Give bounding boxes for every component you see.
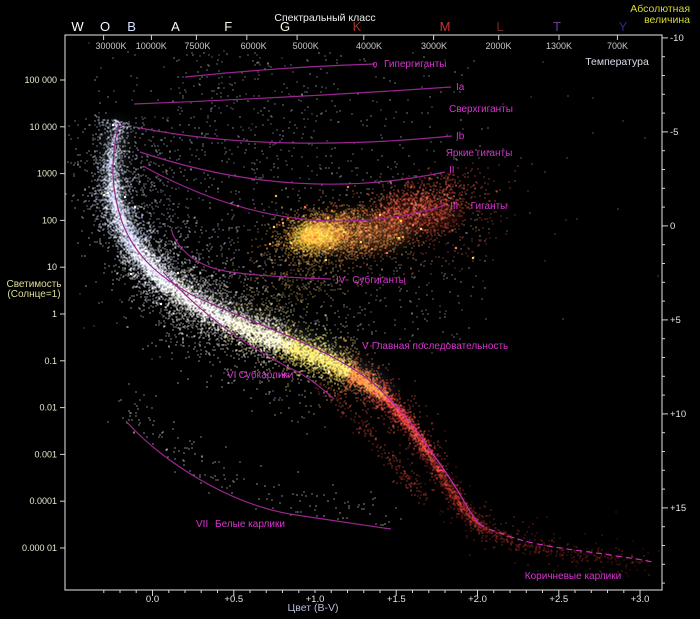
svg-text:1300K: 1300K xyxy=(546,41,572,51)
svg-text:Субкарлики: Субкарлики xyxy=(239,369,294,381)
svg-text:Температура: Температура xyxy=(585,56,649,68)
svg-text:6000K: 6000K xyxy=(241,41,267,51)
svg-text:10000K: 10000K xyxy=(136,41,167,51)
svg-text:4000K: 4000K xyxy=(356,41,382,51)
svg-text:A: A xyxy=(171,19,180,34)
svg-text:Сверхгиганты: Сверхгиганты xyxy=(449,104,513,115)
svg-text:0.1: 0.1 xyxy=(44,356,57,366)
svg-text:L: L xyxy=(496,19,503,34)
svg-text:0.000 01: 0.000 01 xyxy=(22,543,57,553)
svg-text:10: 10 xyxy=(47,262,57,272)
svg-text:100: 100 xyxy=(42,215,57,225)
svg-text:+1.0: +1.0 xyxy=(306,594,325,605)
svg-text:F: F xyxy=(224,19,232,34)
svg-text:1: 1 xyxy=(52,309,57,319)
svg-text:Гипергиганты: Гипергиганты xyxy=(384,59,447,70)
svg-text:10 000: 10 000 xyxy=(29,122,57,132)
svg-text:III: III xyxy=(450,201,458,212)
svg-text:о: о xyxy=(372,59,377,69)
svg-text:+0.5: +0.5 xyxy=(224,594,243,605)
svg-text:B: B xyxy=(127,19,136,34)
svg-text:+2.0: +2.0 xyxy=(468,594,487,605)
svg-text:Цвет (B-V): Цвет (B-V) xyxy=(288,602,339,614)
svg-text:700K: 700K xyxy=(607,41,628,51)
svg-text:T: T xyxy=(553,19,561,34)
svg-text:(Солнце=1): (Солнце=1) xyxy=(7,289,60,300)
svg-text:0.0: 0.0 xyxy=(146,594,159,605)
svg-text:-10: -10 xyxy=(670,33,684,44)
svg-text:0.01: 0.01 xyxy=(39,403,57,413)
svg-text:+10: +10 xyxy=(670,409,686,420)
svg-text:-5: -5 xyxy=(670,127,678,138)
svg-text:Y: Y xyxy=(619,19,628,34)
svg-text:1000: 1000 xyxy=(37,169,57,179)
svg-text:3000K: 3000K xyxy=(421,41,447,51)
svg-text:+2.5: +2.5 xyxy=(549,594,568,605)
svg-text:W: W xyxy=(71,19,84,34)
svg-text:IV: IV xyxy=(336,275,346,286)
svg-text:Коричневые карлики: Коричневые карлики xyxy=(525,571,621,582)
svg-text:Яркие гиганты: Яркие гиганты xyxy=(446,148,513,159)
svg-text:величина: величина xyxy=(644,14,690,26)
svg-text:0.0001: 0.0001 xyxy=(29,496,57,506)
svg-text:5000K: 5000K xyxy=(293,41,319,51)
svg-text:30000K: 30000K xyxy=(95,41,126,51)
svg-text:Светимость: Светимость xyxy=(6,279,61,290)
svg-text:+3.0: +3.0 xyxy=(631,594,650,605)
svg-text:100 000: 100 000 xyxy=(24,75,57,85)
svg-text:0: 0 xyxy=(670,221,675,232)
svg-text:II: II xyxy=(449,165,455,176)
svg-text:7500K: 7500K xyxy=(184,41,210,51)
svg-text:V: V xyxy=(362,341,369,352)
svg-text:G: G xyxy=(280,19,290,34)
svg-text:O: O xyxy=(100,19,110,34)
svg-text:+1.5: +1.5 xyxy=(387,594,406,605)
svg-text:K: K xyxy=(353,19,362,34)
svg-text:+15: +15 xyxy=(670,503,686,514)
svg-text:2000K: 2000K xyxy=(485,41,511,51)
svg-text:Белые карлики: Белые карлики xyxy=(215,519,285,530)
svg-text:VII: VII xyxy=(196,519,208,530)
svg-text:Ia: Ia xyxy=(456,82,465,93)
svg-text:0.001: 0.001 xyxy=(34,449,57,459)
svg-text:M: M xyxy=(440,19,451,34)
svg-text:Спектральный класс: Спектральный класс xyxy=(274,12,375,24)
svg-text:VI: VI xyxy=(227,370,236,381)
svg-text:+5: +5 xyxy=(670,315,681,326)
svg-text:Гиганты: Гиганты xyxy=(471,201,508,212)
svg-text:Ib: Ib xyxy=(456,131,465,142)
svg-text:Абсолютная: Абсолютная xyxy=(630,3,690,15)
svg-text:Главная последовательность: Главная последовательность xyxy=(372,341,509,352)
svg-text:Субгиганты: Субгиганты xyxy=(352,274,406,286)
